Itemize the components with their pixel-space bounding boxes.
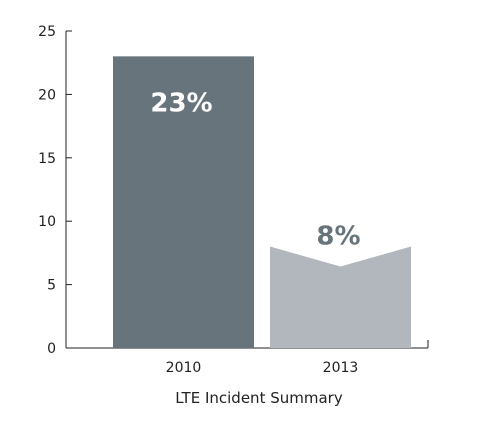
data-label: 8%	[316, 222, 360, 252]
y-tick-label: 0	[47, 341, 56, 357]
data-label: 23%	[150, 88, 212, 118]
y-tick-label: 15	[38, 151, 56, 167]
y-tick-label: 5	[47, 278, 56, 294]
x-axis-title: LTE Incident Summary	[175, 389, 343, 407]
y-tick-label: 20	[38, 87, 56, 103]
data-labels: 23% 8%	[150, 88, 360, 251]
bar	[270, 246, 411, 348]
y-tick-label: 25	[38, 24, 56, 40]
y-axis: 0 5 10 15 20 25	[38, 24, 72, 357]
y-tick-label: 10	[38, 214, 56, 230]
x-tick-label: 2010	[166, 360, 202, 376]
bars	[113, 56, 411, 349]
bar	[113, 56, 254, 349]
x-tick-label: 2013	[323, 360, 359, 376]
